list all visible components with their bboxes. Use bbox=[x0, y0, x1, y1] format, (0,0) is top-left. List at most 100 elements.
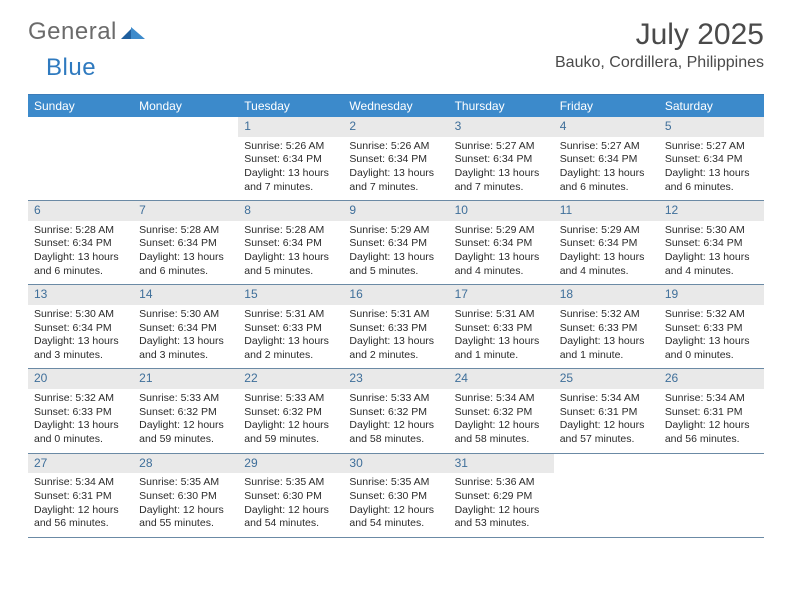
day-details: Sunrise: 5:35 AMSunset: 6:30 PMDaylight:… bbox=[133, 473, 238, 537]
weekday-header: Thursday bbox=[449, 95, 554, 117]
calendar-day-cell: . bbox=[28, 117, 133, 200]
sunrise-text: Sunrise: 5:26 AM bbox=[244, 140, 337, 154]
sunset-text: Sunset: 6:34 PM bbox=[560, 153, 653, 167]
date-number: 12 bbox=[659, 201, 764, 221]
daylight-text: Daylight: 13 hours and 7 minutes. bbox=[244, 167, 337, 194]
calendar-day-cell: 9Sunrise: 5:29 AMSunset: 6:34 PMDaylight… bbox=[343, 201, 448, 284]
calendar-day-cell: 18Sunrise: 5:32 AMSunset: 6:33 PMDayligh… bbox=[554, 285, 659, 368]
daylight-text: Daylight: 13 hours and 2 minutes. bbox=[349, 335, 442, 362]
calendar-week-row: 6Sunrise: 5:28 AMSunset: 6:34 PMDaylight… bbox=[28, 201, 764, 285]
sunrise-text: Sunrise: 5:34 AM bbox=[455, 392, 548, 406]
daylight-text: Daylight: 13 hours and 0 minutes. bbox=[665, 335, 758, 362]
calendar-day-cell: 31Sunrise: 5:36 AMSunset: 6:29 PMDayligh… bbox=[449, 454, 554, 537]
calendar-week-row: ..1Sunrise: 5:26 AMSunset: 6:34 PMDaylig… bbox=[28, 117, 764, 201]
calendar-day-cell: 29Sunrise: 5:35 AMSunset: 6:30 PMDayligh… bbox=[238, 454, 343, 537]
date-number: 28 bbox=[133, 454, 238, 474]
sunset-text: Sunset: 6:34 PM bbox=[34, 237, 127, 251]
calendar-day-cell: 12Sunrise: 5:30 AMSunset: 6:34 PMDayligh… bbox=[659, 201, 764, 284]
sunset-text: Sunset: 6:34 PM bbox=[455, 153, 548, 167]
day-details: Sunrise: 5:33 AMSunset: 6:32 PMDaylight:… bbox=[133, 389, 238, 453]
day-details: Sunrise: 5:33 AMSunset: 6:32 PMDaylight:… bbox=[343, 389, 448, 453]
calendar-day-cell: 19Sunrise: 5:32 AMSunset: 6:33 PMDayligh… bbox=[659, 285, 764, 368]
calendar-day-cell: 15Sunrise: 5:31 AMSunset: 6:33 PMDayligh… bbox=[238, 285, 343, 368]
day-details: Sunrise: 5:27 AMSunset: 6:34 PMDaylight:… bbox=[449, 137, 554, 201]
sunrise-text: Sunrise: 5:31 AM bbox=[349, 308, 442, 322]
brand-logo: General bbox=[28, 18, 147, 46]
date-number: 1 bbox=[238, 117, 343, 137]
calendar-day-cell: 7Sunrise: 5:28 AMSunset: 6:34 PMDaylight… bbox=[133, 201, 238, 284]
brand-part2: Blue bbox=[46, 54, 96, 82]
weekday-header: Saturday bbox=[659, 95, 764, 117]
daylight-text: Daylight: 12 hours and 58 minutes. bbox=[455, 419, 548, 446]
sunset-text: Sunset: 6:31 PM bbox=[560, 406, 653, 420]
calendar-day-cell: 13Sunrise: 5:30 AMSunset: 6:34 PMDayligh… bbox=[28, 285, 133, 368]
sunrise-text: Sunrise: 5:35 AM bbox=[349, 476, 442, 490]
day-details: Sunrise: 5:34 AMSunset: 6:32 PMDaylight:… bbox=[449, 389, 554, 453]
daylight-text: Daylight: 13 hours and 6 minutes. bbox=[665, 167, 758, 194]
calendar-week-row: 20Sunrise: 5:32 AMSunset: 6:33 PMDayligh… bbox=[28, 369, 764, 453]
daylight-text: Daylight: 13 hours and 3 minutes. bbox=[139, 335, 232, 362]
daylight-text: Daylight: 12 hours and 54 minutes. bbox=[244, 504, 337, 531]
day-details: Sunrise: 5:28 AMSunset: 6:34 PMDaylight:… bbox=[238, 221, 343, 285]
sunset-text: Sunset: 6:34 PM bbox=[349, 153, 442, 167]
sunrise-text: Sunrise: 5:33 AM bbox=[349, 392, 442, 406]
date-number: 23 bbox=[343, 369, 448, 389]
date-number: 15 bbox=[238, 285, 343, 305]
date-number: 31 bbox=[449, 454, 554, 474]
sunset-text: Sunset: 6:33 PM bbox=[560, 322, 653, 336]
sunrise-text: Sunrise: 5:34 AM bbox=[560, 392, 653, 406]
calendar-day-cell: 3Sunrise: 5:27 AMSunset: 6:34 PMDaylight… bbox=[449, 117, 554, 200]
sunrise-text: Sunrise: 5:32 AM bbox=[34, 392, 127, 406]
day-details: Sunrise: 5:32 AMSunset: 6:33 PMDaylight:… bbox=[554, 305, 659, 369]
daylight-text: Daylight: 13 hours and 4 minutes. bbox=[560, 251, 653, 278]
weekday-header-row: Sunday Monday Tuesday Wednesday Thursday… bbox=[28, 95, 764, 117]
sunrise-text: Sunrise: 5:31 AM bbox=[455, 308, 548, 322]
daylight-text: Daylight: 13 hours and 6 minutes. bbox=[139, 251, 232, 278]
date-number: 2 bbox=[343, 117, 448, 137]
date-number: 8 bbox=[238, 201, 343, 221]
title-block: July 2025 Bauko, Cordillera, Philippines bbox=[555, 18, 764, 72]
date-number: 20 bbox=[28, 369, 133, 389]
calendar-week-row: 13Sunrise: 5:30 AMSunset: 6:34 PMDayligh… bbox=[28, 285, 764, 369]
daylight-text: Daylight: 13 hours and 1 minute. bbox=[455, 335, 548, 362]
sunrise-text: Sunrise: 5:27 AM bbox=[560, 140, 653, 154]
brand-part1: General bbox=[28, 18, 117, 46]
day-details: Sunrise: 5:31 AMSunset: 6:33 PMDaylight:… bbox=[343, 305, 448, 369]
day-details: Sunrise: 5:30 AMSunset: 6:34 PMDaylight:… bbox=[133, 305, 238, 369]
calendar-day-cell: 22Sunrise: 5:33 AMSunset: 6:32 PMDayligh… bbox=[238, 369, 343, 452]
sunrise-text: Sunrise: 5:32 AM bbox=[665, 308, 758, 322]
date-number: 24 bbox=[449, 369, 554, 389]
daylight-text: Daylight: 12 hours and 59 minutes. bbox=[139, 419, 232, 446]
date-number: 26 bbox=[659, 369, 764, 389]
calendar-day-cell: 1 Sunrise: 5:26 AMSunset: 6:34 PMDaylight… bbox=[238, 117, 343, 200]
sunrise-text: Sunrise: 5:28 AM bbox=[34, 224, 127, 238]
day-details: Sunrise: 5:29 AMSunset: 6:34 PMDaylight:… bbox=[343, 221, 448, 285]
sunset-text: Sunset: 6:30 PM bbox=[244, 490, 337, 504]
sunset-text: Sunset: 6:30 PM bbox=[349, 490, 442, 504]
daylight-text: Daylight: 13 hours and 4 minutes. bbox=[665, 251, 758, 278]
date-number: 10 bbox=[449, 201, 554, 221]
date-number: 21 bbox=[133, 369, 238, 389]
sunrise-text: Sunrise: 5:36 AM bbox=[455, 476, 548, 490]
day-details: Sunrise: 5:36 AMSunset: 6:29 PMDaylight:… bbox=[449, 473, 554, 537]
day-details: Sunrise: 5:31 AMSunset: 6:33 PMDaylight:… bbox=[238, 305, 343, 369]
calendar-day-cell: 8Sunrise: 5:28 AMSunset: 6:34 PMDaylight… bbox=[238, 201, 343, 284]
brand-mark-icon bbox=[121, 18, 147, 46]
sunrise-text: Sunrise: 5:32 AM bbox=[560, 308, 653, 322]
sunrise-text: Sunrise: 5:34 AM bbox=[665, 392, 758, 406]
sunset-text: Sunset: 6:34 PM bbox=[244, 153, 337, 167]
sunset-text: Sunset: 6:33 PM bbox=[665, 322, 758, 336]
daylight-text: Daylight: 12 hours and 58 minutes. bbox=[349, 419, 442, 446]
weekday-header: Friday bbox=[554, 95, 659, 117]
date-number: 13 bbox=[28, 285, 133, 305]
sunrise-text: Sunrise: 5:35 AM bbox=[139, 476, 232, 490]
day-details: Sunrise: 5:29 AMSunset: 6:34 PMDaylight:… bbox=[449, 221, 554, 285]
sunrise-text: Sunrise: 5:29 AM bbox=[560, 224, 653, 238]
calendar-day-cell: 16Sunrise: 5:31 AMSunset: 6:33 PMDayligh… bbox=[343, 285, 448, 368]
day-details: Sunrise: 5:31 AMSunset: 6:33 PMDaylight:… bbox=[449, 305, 554, 369]
daylight-text: Daylight: 12 hours and 53 minutes. bbox=[455, 504, 548, 531]
calendar-day-cell: 27Sunrise: 5:34 AMSunset: 6:31 PMDayligh… bbox=[28, 454, 133, 537]
daylight-text: Daylight: 13 hours and 5 minutes. bbox=[244, 251, 337, 278]
sunset-text: Sunset: 6:32 PM bbox=[139, 406, 232, 420]
calendar-day-cell: . bbox=[659, 454, 764, 537]
